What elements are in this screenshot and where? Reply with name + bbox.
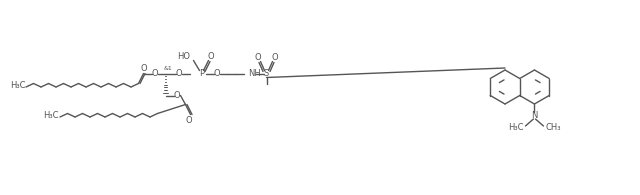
Text: N: N: [531, 112, 538, 121]
Text: O: O: [140, 64, 147, 73]
Text: O: O: [207, 52, 214, 61]
Text: P: P: [199, 69, 204, 78]
Text: O: O: [173, 91, 180, 100]
Text: O: O: [271, 53, 278, 62]
Text: CH₃: CH₃: [545, 123, 561, 132]
Text: O: O: [175, 69, 182, 78]
Text: O: O: [254, 53, 261, 62]
Text: HO: HO: [177, 52, 191, 61]
Text: H₃C: H₃C: [508, 123, 524, 132]
Text: O: O: [185, 116, 192, 125]
Text: S: S: [264, 69, 269, 78]
Text: H₃C: H₃C: [43, 112, 58, 121]
Text: &1: &1: [164, 66, 173, 71]
Text: H₃C: H₃C: [10, 82, 26, 90]
Text: NH: NH: [248, 69, 261, 78]
Text: O: O: [151, 69, 158, 78]
Text: O: O: [213, 69, 220, 78]
